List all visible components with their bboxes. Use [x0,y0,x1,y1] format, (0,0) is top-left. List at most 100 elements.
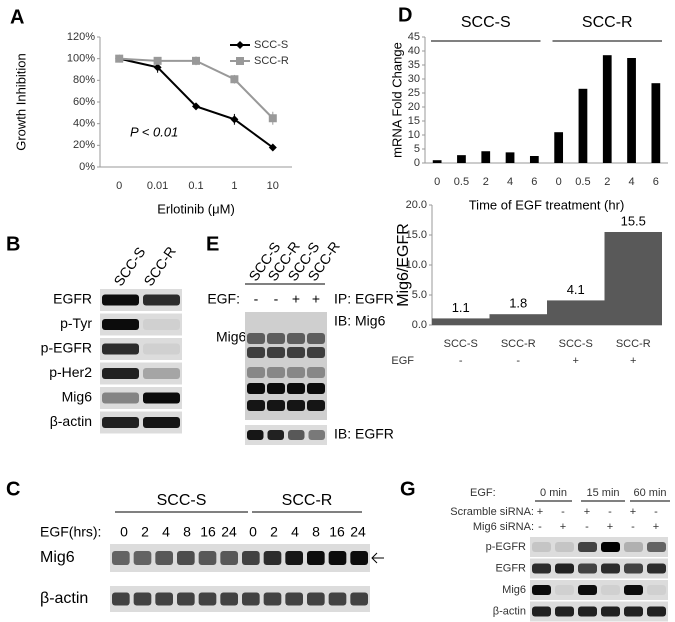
blot-b-band [102,417,139,428]
blot-g-band [555,585,574,595]
blot-g-band [578,563,597,574]
row-label: p-Her2 [49,364,92,380]
panel-letter: E [206,233,219,255]
x-axis-label: Time of EGF treatment (hr) [469,197,625,212]
treatment-sign: - [459,355,463,367]
time-label: 4 [162,524,170,540]
y-tick-label: 0.0 [412,319,427,331]
legend-label: SCC-R [254,55,289,67]
blot-g-band [532,585,551,595]
y-axis-label: mRNA Fold Change [389,42,404,158]
treatment-sign: - [254,291,259,307]
x-tick-label: 0.5 [575,176,590,188]
bar [578,88,588,163]
blot-b-band [143,392,180,404]
panel-letter: A [10,6,24,28]
x-tick-label: 6 [531,176,537,188]
blot-c-band [328,592,347,606]
blot-g-band [578,606,597,617]
x-tick-label: SCC-S [559,338,593,350]
treatment-sign: - [274,291,279,307]
bar [457,155,466,163]
bar [627,58,636,163]
blot-g-band [647,563,666,574]
band-arrow [371,552,384,564]
blot-b-band [143,417,180,428]
row-label: EGFR [53,291,92,307]
blot-e-band [307,400,325,411]
sirna-sign: + [537,506,543,518]
x-tick-label: 4 [507,176,513,188]
time-label: 2 [270,524,278,540]
group-label: SCC-S [461,14,511,31]
blot-b-band [102,294,139,306]
legend-marker [236,41,244,49]
blot-e-band [287,367,305,378]
time-label: 60 min [633,487,666,499]
blot-c-band [307,551,325,565]
time-label: 8 [183,524,191,540]
treatment-label: EGF(hrs): [40,524,101,540]
bar [505,152,515,163]
time-label: 16 [329,524,345,540]
x-tick-label: 10 [267,180,279,192]
band-label: Mig6 [216,329,247,345]
blot-g-band [532,542,551,552]
blot-e-band [287,400,305,411]
blot-e-band [267,367,285,378]
blot-g-band [624,585,643,595]
blot-e-band [247,430,264,440]
blot-e-band [247,383,265,394]
bar [489,314,547,325]
y-tick-label: 25 [408,87,420,99]
blot-c-band [220,592,238,606]
row-label: EGFR [495,562,526,574]
row-label: p-EGFR [41,340,92,356]
x-tick-label: SCC-R [616,338,651,350]
row-label: Mig6 [502,584,526,596]
x-axis-label: Erlotinib (μM) [157,201,235,216]
blot-e-band [247,400,265,411]
blot-c-band [220,551,238,565]
time-label: 15 min [586,487,619,499]
x-tick-label: 0.5 [454,176,469,188]
time-label: 24 [221,524,237,540]
blot-c-band [112,592,130,606]
x-tick-label: 0.1 [188,180,203,192]
bar [604,232,662,325]
blot-b-band [102,319,139,330]
treatment-sign: + [292,291,300,307]
sirna-sign: + [653,521,659,533]
ib-label: IB: Mig6 [334,313,386,329]
time-label: 4 [291,524,299,540]
bar [432,160,442,163]
treatment-sign: + [573,355,579,367]
sirna-sign: - [631,521,635,533]
x-tick-label: 1 [231,180,237,192]
time-label: 0 [120,524,128,540]
blot-c-band [133,551,152,565]
blot-g-band [647,542,666,552]
group-label: SCC-R [282,492,333,509]
blot-b-band [102,392,139,404]
blot-b-band [143,368,180,379]
blot-e-band [247,333,265,344]
blot-g-band [647,585,666,595]
blot-e-band [267,333,285,344]
blot-g-band [578,585,597,595]
y-tick-label: 5 [414,143,420,155]
blot-e-band [267,430,284,440]
y-tick-label: 0% [79,161,95,173]
blot-e-band [287,333,305,344]
blot-e-band [287,347,305,358]
blot-e-band [288,430,305,440]
group-label: SCC-S [157,492,207,509]
x-tick-label: 0 [116,180,122,192]
treatment-sign: + [630,355,636,367]
y-tick-label: 40% [73,118,95,130]
row-label: β-actin [40,590,88,607]
row-label: β-actin [50,413,92,429]
blot-g-band [555,542,574,552]
blot-c-band [328,551,347,565]
value-label: 1.1 [452,300,470,315]
